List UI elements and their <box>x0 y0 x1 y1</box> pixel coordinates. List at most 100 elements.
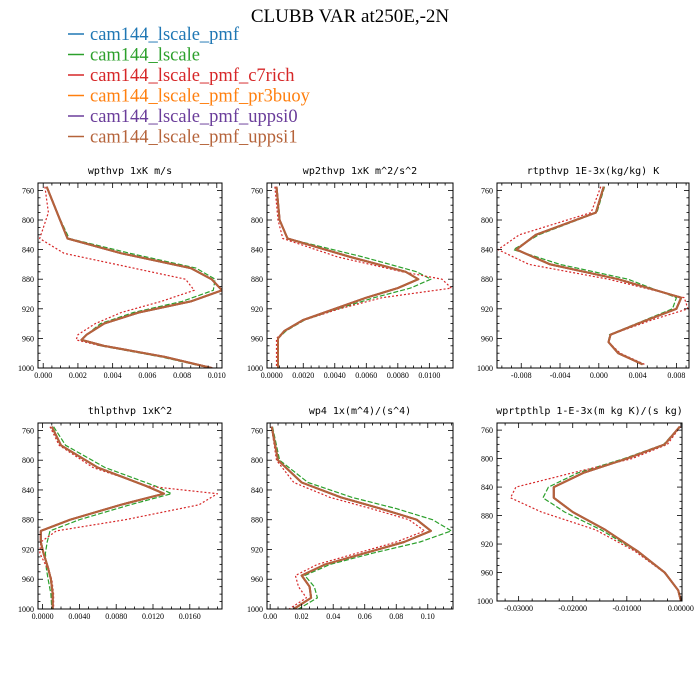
series-line <box>542 426 682 601</box>
panels: wpthvp 1xK m/s76080084088092096010000.00… <box>18 166 694 621</box>
series-group <box>270 426 452 609</box>
y-tick-label: 880 <box>251 275 263 284</box>
legend-label: cam144_lscale <box>90 46 200 66</box>
series-line <box>497 186 689 365</box>
series-line <box>45 186 222 368</box>
x-tick-label: 0.010 <box>208 371 226 380</box>
y-tick-label: 920 <box>22 545 34 554</box>
y-tick-label: 960 <box>22 334 34 343</box>
x-tick-label: 0.004 <box>629 371 647 380</box>
panel-4: thlpthvp 1xK^276080084088092096010000.00… <box>18 406 223 621</box>
x-tick-label: 0.0100 <box>418 371 440 380</box>
y-tick-label: 800 <box>22 456 34 465</box>
series-line <box>552 425 682 601</box>
y-tick-label: 960 <box>481 334 493 343</box>
legend-label: cam144_lscale_pmf_c7rich <box>90 66 294 86</box>
series-line <box>275 186 420 368</box>
x-tick-label: 0.06 <box>358 612 372 621</box>
legend-label: cam144_lscale_pmf_pr3buoy <box>90 87 311 107</box>
x-tick-label: 0.008 <box>173 371 191 380</box>
series-line <box>270 426 432 609</box>
panel-title: wp2thvp 1xK m^2/s^2 <box>303 166 417 177</box>
x-tick-label: 0.08 <box>389 612 403 621</box>
y-tick-label: 920 <box>251 545 263 554</box>
y-tick-label: 760 <box>481 426 493 435</box>
y-tick-label: 960 <box>251 334 263 343</box>
legend-label: cam144_lscale_pmf_uppsi0 <box>90 107 298 127</box>
x-tick-label: -0.01000 <box>612 604 641 613</box>
y-tick-label: 840 <box>22 246 34 255</box>
y-tick-label: 960 <box>22 575 34 584</box>
y-tick-label: 800 <box>481 216 493 225</box>
plot-frame <box>496 422 683 602</box>
series-line <box>274 186 452 368</box>
series-line <box>275 186 420 368</box>
panel-title: wpthvp 1xK m/s <box>88 166 172 177</box>
x-tick-label: 0.0040 <box>68 612 90 621</box>
series-line <box>275 186 420 368</box>
series-line <box>553 426 682 601</box>
panel-title: thlpthvp 1xK^2 <box>88 406 172 417</box>
x-tick-label: 0.0080 <box>387 371 409 380</box>
x-tick-label: 0.006 <box>138 371 156 380</box>
plot-frame <box>496 182 690 369</box>
series-line <box>46 186 216 368</box>
x-tick-label: -0.004 <box>550 371 571 380</box>
y-tick-label: 880 <box>22 275 34 284</box>
series-line <box>271 426 452 609</box>
x-tick-label: 0.02 <box>295 612 309 621</box>
series-line <box>275 186 419 368</box>
y-tick-label: 920 <box>22 305 34 314</box>
x-tick-label: 0.008 <box>667 371 685 380</box>
legend-label: cam144_lscale_pmf <box>90 25 240 45</box>
y-tick-label: 840 <box>22 486 34 495</box>
x-tick-label: 0.0120 <box>142 612 164 621</box>
y-tick-label: 760 <box>22 426 34 435</box>
series-line <box>39 426 165 609</box>
series-group <box>497 186 689 366</box>
y-tick-label: 920 <box>251 305 263 314</box>
plot-frame <box>37 422 223 610</box>
series-line <box>40 426 165 609</box>
panel-1: wpthvp 1xK m/s76080084088092096010000.00… <box>18 166 226 380</box>
x-tick-label: 0.000 <box>34 371 52 380</box>
series-line <box>270 426 432 609</box>
x-tick-label: 0.000 <box>590 371 608 380</box>
plot-frame <box>266 182 454 369</box>
panel-title: wp4 1x(m^4)/(s^4) <box>309 406 411 417</box>
series-line <box>46 186 222 368</box>
x-tick-label: 0.10 <box>421 612 435 621</box>
x-tick-label: 0.0000 <box>32 612 54 621</box>
legend: cam144_lscale_pmfcam144_lscalecam144_lsc… <box>68 25 311 148</box>
legend-label: cam144_lscale_pmf_uppsi1 <box>90 128 298 148</box>
y-tick-label: 760 <box>481 186 493 195</box>
series-line <box>39 426 165 609</box>
y-tick-label: 760 <box>251 426 263 435</box>
y-tick-label: 840 <box>251 246 263 255</box>
x-tick-label: 0.0080 <box>105 612 127 621</box>
series-group <box>509 425 682 601</box>
x-tick-label: 0.0060 <box>355 371 377 380</box>
x-tick-label: 0.0020 <box>292 371 314 380</box>
series-line <box>512 186 678 365</box>
y-tick-label: 880 <box>251 516 263 525</box>
series-line <box>45 186 222 368</box>
panel-5: wp4 1x(m^4)/(s^4)76080084088092096010000… <box>247 406 454 621</box>
panel-3: rtpthvp 1E-3x(kg/kg) K 760 800 840 880 920 960… <box>477 166 690 380</box>
y-tick-label: 1000 <box>247 605 263 614</box>
series-line <box>509 426 682 601</box>
series-line <box>552 425 682 601</box>
series-line <box>44 426 172 609</box>
plot-frame <box>266 422 454 610</box>
y-tick-label: 920 <box>481 540 493 549</box>
y-tick-label: 1000 <box>18 605 34 614</box>
y-tick-label: 800 <box>251 456 263 465</box>
y-tick-label: 800 <box>251 216 263 225</box>
x-tick-label: 0.04 <box>326 612 340 621</box>
figure-title: CLUBB VAR at250E,-2N <box>251 6 450 27</box>
x-tick-label: 0.004 <box>104 371 122 380</box>
panel-6: wprtpthlp 1-E-3x(m kg K)/(s kg)760 800 840… <box>477 406 694 613</box>
x-tick-label: 0.002 <box>69 371 87 380</box>
y-tick-label: 880 <box>22 516 34 525</box>
